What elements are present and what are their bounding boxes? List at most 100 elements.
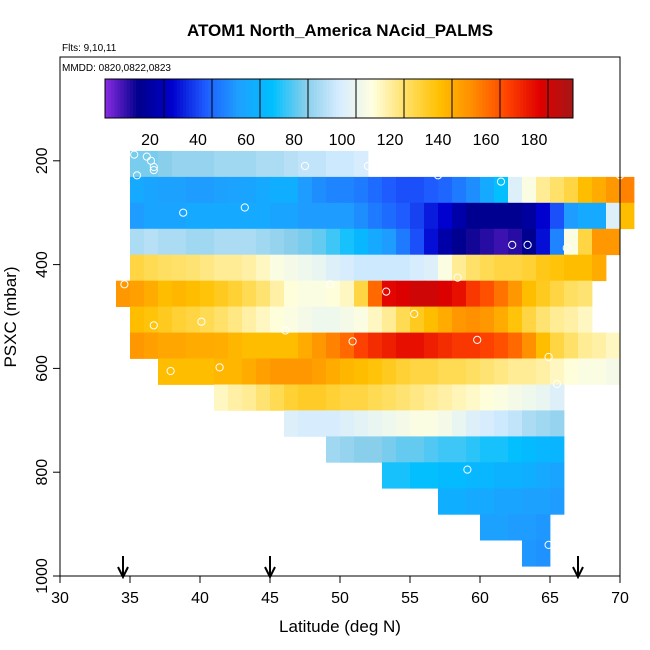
- heatmap-cell: [592, 176, 607, 204]
- x-tick-label: 30: [51, 590, 69, 607]
- data-point: [197, 317, 206, 326]
- heatmap-cell: [550, 202, 565, 230]
- heatmap-cell: [130, 306, 145, 333]
- heatmap-cell: [550, 488, 565, 515]
- heatmap-cell: [214, 332, 229, 359]
- colorbar-segment: [363, 79, 368, 118]
- data-point: [410, 309, 419, 318]
- colorbar-segment: [435, 79, 440, 118]
- heatmap-cell: [298, 228, 313, 256]
- heatmap-cell: [480, 462, 495, 489]
- heatmap-cell: [228, 202, 243, 230]
- heatmap-cell: [144, 332, 159, 359]
- colorbar-segment: [310, 79, 315, 118]
- heatmap-cell: [382, 306, 397, 333]
- heatmap-cell: [228, 280, 243, 307]
- heatmap-cell: [494, 202, 509, 230]
- heatmap-cell: [550, 462, 565, 489]
- heatmap-cell: [130, 254, 145, 282]
- colorbar-segment: [229, 79, 234, 118]
- heatmap-cell: [536, 358, 551, 385]
- colorbar-segment: [548, 79, 552, 118]
- heatmap-cell: [172, 150, 187, 178]
- heatmap-cell: [312, 202, 327, 230]
- heatmap-cell: [326, 228, 341, 256]
- colorbar-segment: [285, 79, 290, 118]
- heatmap-cell: [480, 228, 495, 256]
- heatmap-cell: [326, 384, 341, 411]
- colorbar-segment: [426, 79, 430, 118]
- colorbar-segment: [432, 79, 437, 118]
- colorbar-segment: [551, 79, 555, 118]
- heatmap-cell: [508, 280, 523, 307]
- heatmap-cell: [578, 202, 593, 230]
- heatmap-cell: [368, 280, 383, 307]
- heatmap-cell: [466, 384, 481, 411]
- heatmap-cell: [410, 462, 425, 489]
- heatmap-cell: [452, 306, 467, 333]
- heatmap-cell: [340, 254, 355, 282]
- heatmap-cell: [522, 436, 537, 463]
- colorbar-segment: [270, 79, 274, 118]
- heatmap-cell: [494, 410, 509, 437]
- heatmap-cell: [312, 332, 327, 359]
- colorbar-segment: [438, 79, 443, 118]
- heatmap-cell: [312, 280, 327, 307]
- heatmap-cell: [200, 358, 215, 385]
- colorbar-segment: [351, 79, 356, 118]
- heatmap-cell: [494, 462, 509, 489]
- heatmap-cell: [382, 202, 397, 230]
- colorbar-segment: [142, 79, 147, 118]
- heatmap-cell: [578, 280, 593, 307]
- heatmap-cell: [522, 254, 537, 282]
- colorbar-segment: [245, 79, 250, 118]
- colorbar-segment: [323, 79, 328, 118]
- heatmap-cell: [452, 228, 467, 256]
- heatmap-cell: [424, 280, 439, 307]
- heatmap-cell: [186, 332, 201, 359]
- heatmap-cell: [620, 202, 635, 230]
- heatmap-cell: [564, 202, 579, 230]
- heatmap-cell: [256, 306, 271, 333]
- data-point: [348, 337, 357, 346]
- heatmap-cell: [256, 332, 271, 359]
- heatmap-cell: [452, 280, 467, 307]
- heatmap-cell: [438, 228, 453, 256]
- heatmap-cell: [550, 176, 565, 204]
- heatmap-cell: [410, 306, 425, 333]
- heatmap-cell: [214, 228, 229, 256]
- heatmap-cell: [410, 410, 425, 437]
- heatmap-cell: [144, 306, 159, 333]
- heatmap-cell: [438, 202, 453, 230]
- heatmap-cell: [158, 254, 173, 282]
- heatmap-cell: [522, 280, 537, 307]
- heatmap-cell: [200, 306, 215, 333]
- heatmap-cell: [354, 280, 369, 307]
- heatmap-cell: [214, 384, 229, 411]
- heatmap-cell: [270, 280, 285, 307]
- data-point: [463, 465, 472, 474]
- heatmap-cell: [480, 384, 495, 411]
- heatmap-cell: [438, 384, 453, 411]
- heatmap-cell: [396, 306, 411, 333]
- heatmap-cell: [200, 228, 215, 256]
- heatmap-cell: [312, 358, 327, 385]
- colorbar-segment: [392, 79, 396, 118]
- heatmap-cell: [284, 332, 299, 359]
- heatmap-cell: [284, 176, 299, 204]
- heatmap-cell: [592, 228, 607, 256]
- data-point: [281, 326, 290, 335]
- colorbar-segment: [423, 79, 427, 118]
- data-point: [149, 162, 158, 172]
- heatmap-cell: [382, 332, 397, 359]
- colorbar-segment: [401, 79, 406, 118]
- heatmap-cell: [606, 358, 621, 385]
- heatmap-cell: [494, 514, 509, 541]
- heatmap-cell: [326, 254, 341, 282]
- y-tick-label: 400: [34, 251, 51, 278]
- colorbar-segment: [535, 79, 540, 118]
- marker-arrow-head: [117, 566, 129, 580]
- heatmap-cell: [158, 150, 173, 178]
- heatmap-cell: [410, 384, 425, 411]
- heatmap-cell: [200, 254, 215, 282]
